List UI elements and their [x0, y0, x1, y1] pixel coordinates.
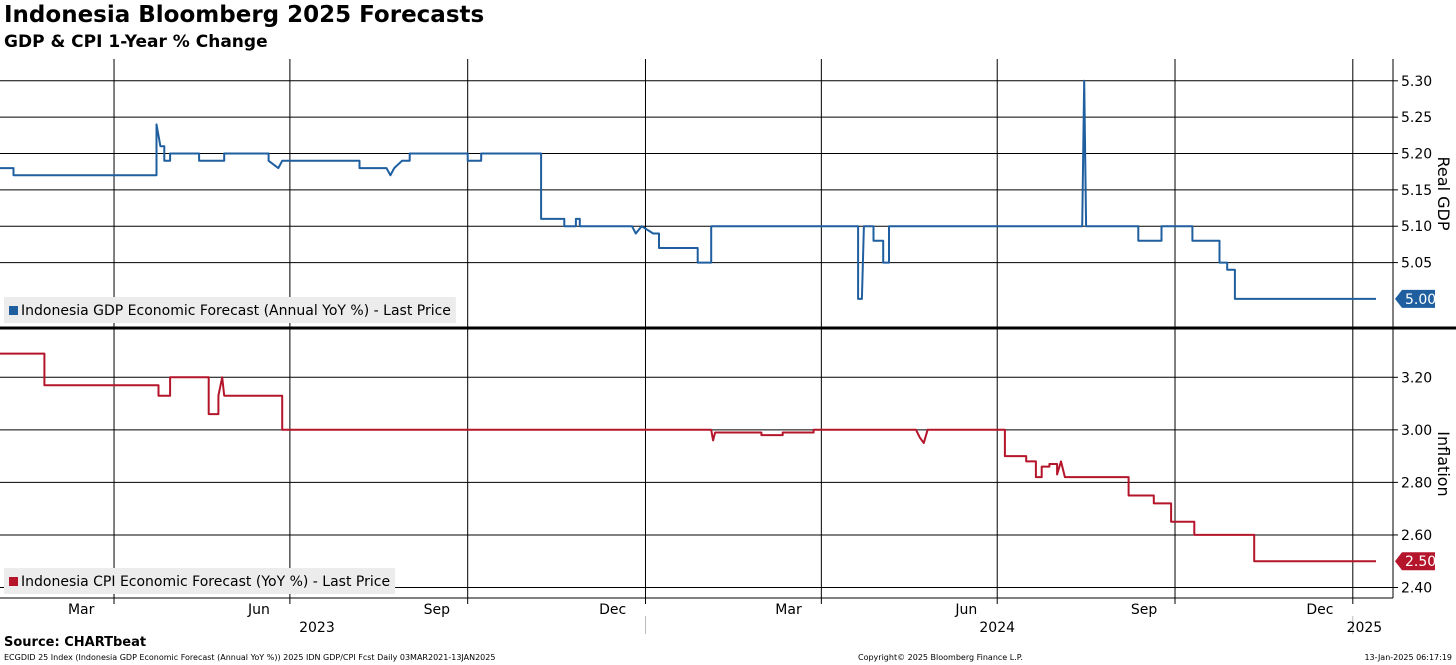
x-year-label: 2024 [979, 620, 1015, 635]
y-tick-label: 5.05 [1401, 256, 1432, 272]
x-month-label: Jun [247, 602, 270, 618]
source-note: Source: CHARTbeat [4, 635, 147, 650]
gdp-series-group: 5.00 [0, 79, 1436, 308]
x-month-label: Dec [1306, 602, 1333, 618]
gdp-legend-label: Indonesia GDP Economic Forecast (Annual … [21, 303, 451, 319]
chart-title: Indonesia Bloomberg 2025 Forecasts [4, 2, 485, 28]
gdp-axis-title: Real GDP [1434, 157, 1453, 231]
y-tick-label: 5.15 [1401, 183, 1432, 199]
y-tick-label: 2.80 [1401, 475, 1432, 491]
cpi-legend-swatch [9, 577, 18, 586]
cpi-series-line [0, 352, 1376, 563]
footer-copyright: Copyright© 2025 Bloomberg Finance L.P. [858, 653, 1023, 662]
cpi-axis-title: Inflation [1434, 431, 1453, 496]
cpi-legend-background [4, 568, 396, 594]
gdp-last-value-label: 5.00 [1405, 292, 1436, 308]
x-month-label: Sep [1131, 602, 1158, 618]
cpi-series-group: 2.50 [0, 352, 1436, 571]
y-tick-label: 2.60 [1401, 528, 1432, 544]
x-month-label: Mar [68, 602, 95, 618]
cpi-last-value-label: 2.50 [1405, 554, 1436, 570]
axes-group: 5.05 5.10 5.15 5.20 5.25 5.30 Real GDP 2.40 2.60… [68, 74, 1453, 635]
y-tick-label: 5.30 [1401, 74, 1432, 90]
chart-area: 5.00 2.50 Indonesia GDP Economic Forecas… [0, 59, 1456, 635]
cpi-legend: Indonesia CPI Economic Forecast (YoY %) … [4, 568, 396, 594]
x-month-label: Sep [424, 602, 451, 618]
gdp-legend-background [4, 297, 456, 323]
footer-timestamp: 13-Jan-2025 06:17:19 [1364, 653, 1452, 662]
y-tick-label: 5.10 [1401, 219, 1432, 235]
footer-index-info: ECGDID 25 Index (Indonesia GDP Economic … [4, 653, 496, 662]
y-tick-label: 3.00 [1401, 423, 1432, 439]
y-tick-label: 2.40 [1401, 580, 1432, 596]
gdp-last-value-tag [1395, 289, 1435, 308]
cpi-last-value-tag [1395, 552, 1435, 571]
y-tick-label: 3.20 [1401, 370, 1432, 386]
cpi-legend-label: Indonesia CPI Economic Forecast (YoY %) … [21, 574, 390, 590]
gdp-legend: Indonesia GDP Economic Forecast (Annual … [4, 297, 456, 323]
gdp-series-line [0, 79, 1376, 300]
y-tick-label: 5.20 [1401, 147, 1432, 163]
x-month-label: Dec [599, 602, 626, 618]
x-month-label: Jun [954, 602, 977, 618]
chart-frame [0, 59, 1456, 599]
legends-group: Indonesia GDP Economic Forecast (Annual … [4, 297, 456, 594]
x-year-label: 2023 [299, 620, 335, 635]
x-year-label: 2025 [1347, 620, 1383, 635]
x-month-label: Mar [775, 602, 802, 618]
gdp-legend-swatch [9, 306, 18, 315]
chart-subtitle: GDP & CPI 1-Year % Change [4, 32, 268, 52]
y-tick-label: 5.25 [1401, 110, 1432, 126]
